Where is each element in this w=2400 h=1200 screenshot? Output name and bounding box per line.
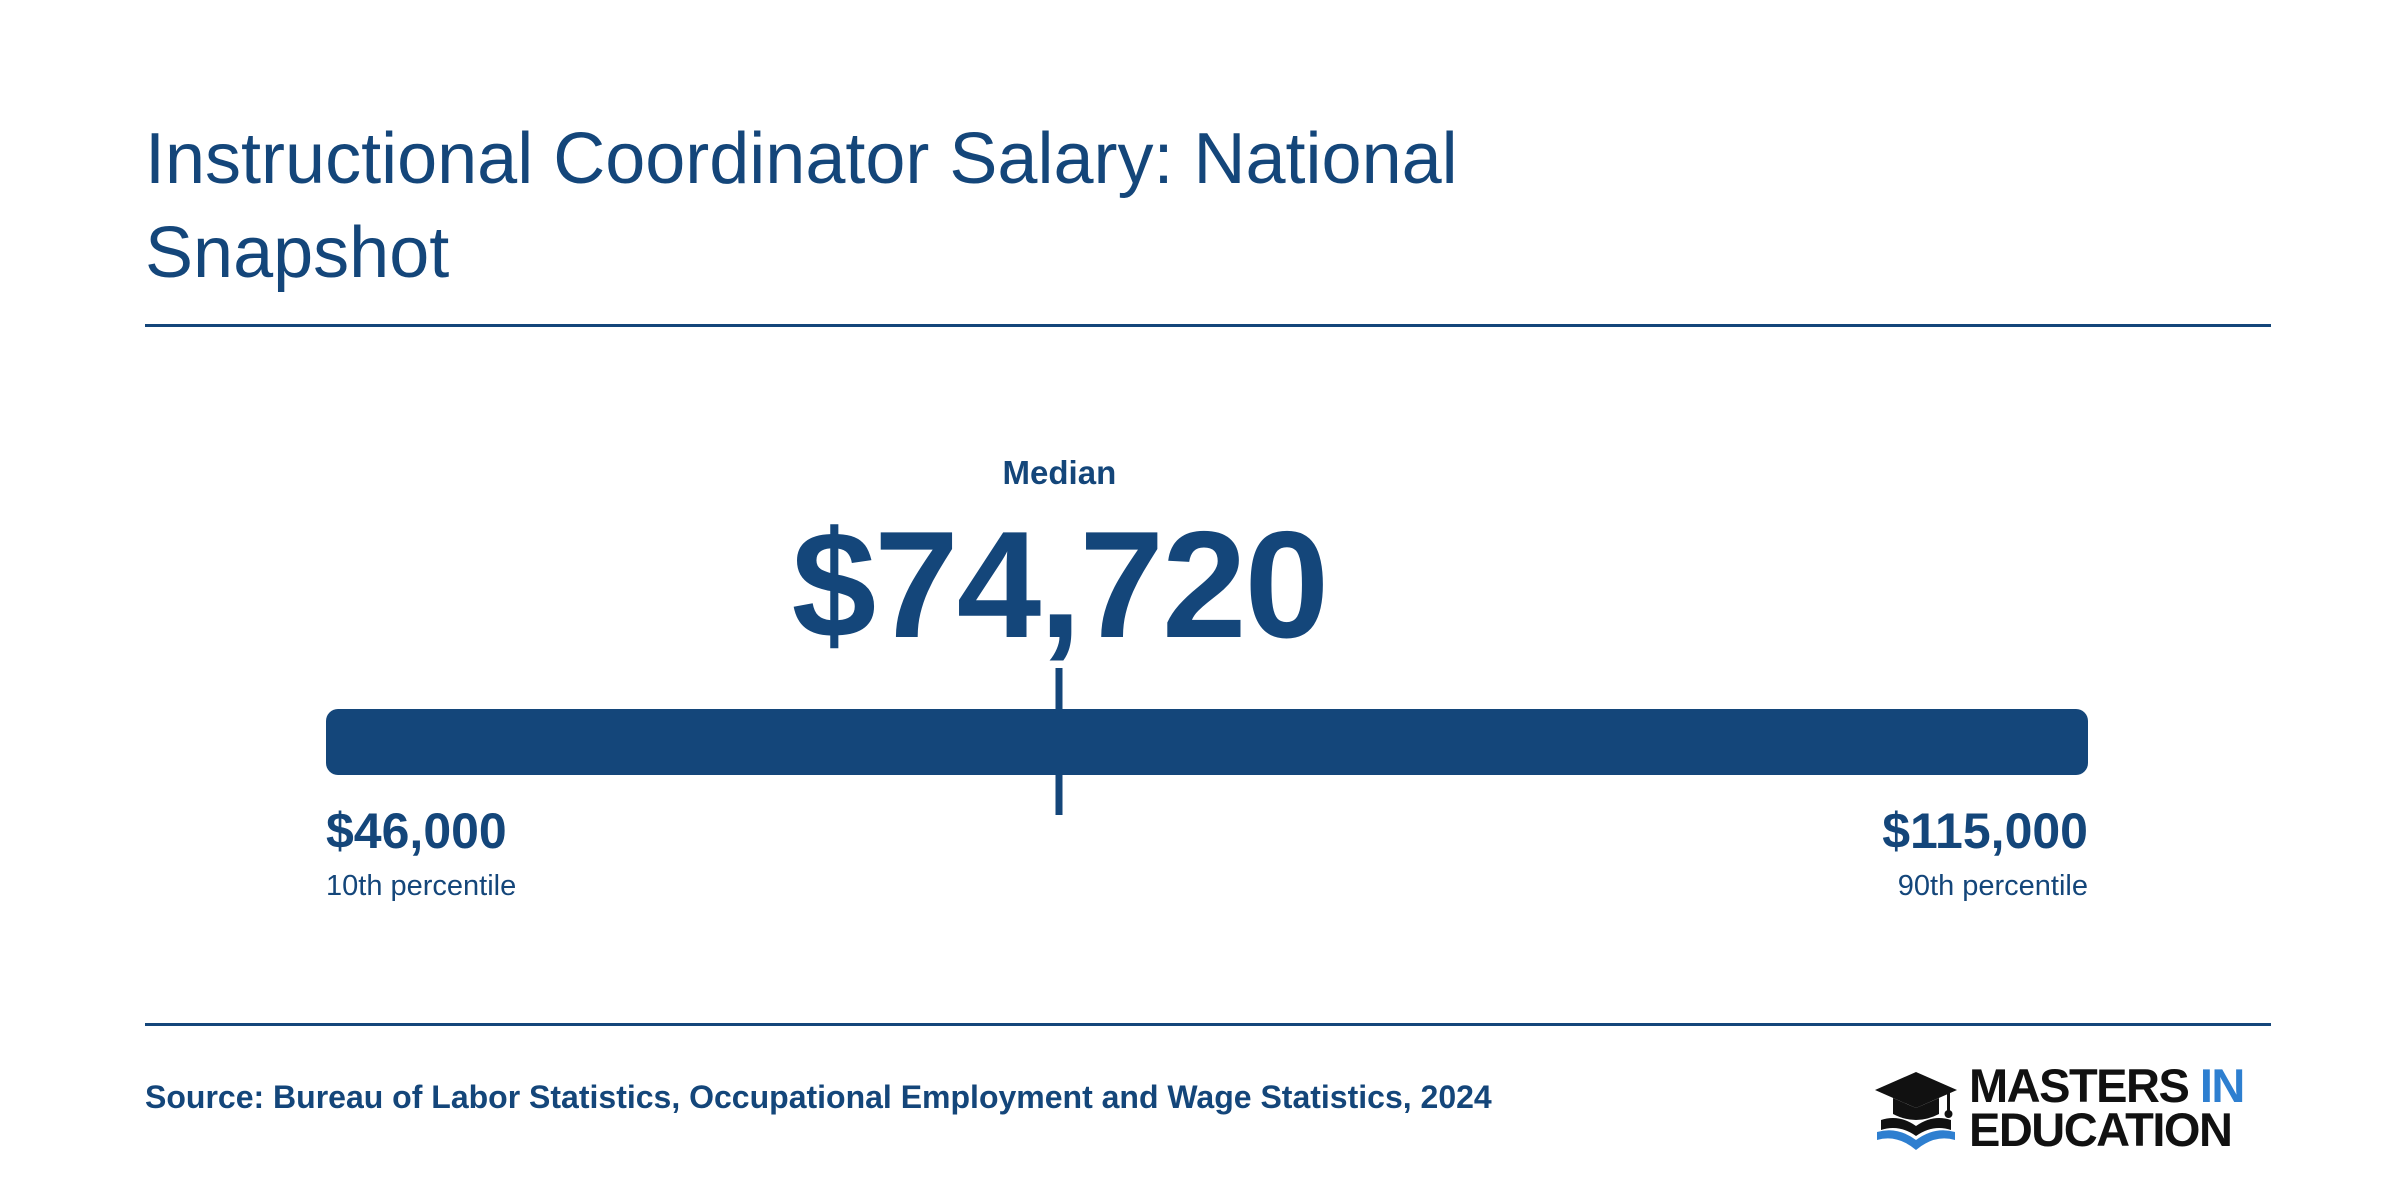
title-divider (145, 324, 2271, 327)
chart-title: Instructional Coordinator Salary: Nation… (145, 119, 1458, 293)
median-label: Median (1002, 454, 1117, 491)
median-marker (1055, 668, 1063, 815)
high-percentile-label: 90th percentile (1897, 870, 2088, 902)
low-percentile-label: 10th percentile (326, 870, 517, 902)
logo-word-in: IN (2199, 1059, 2246, 1112)
footer-divider (145, 1023, 2271, 1026)
salary-range-bar (326, 709, 2088, 775)
logo-word-education: EDUCATION (1969, 1103, 2233, 1156)
logo-wordmark: MASTERS IN EDUCATION (1969, 1062, 2245, 1156)
logo-word-masters: MASTERS (1969, 1059, 2190, 1112)
median-value: $74,720 (791, 500, 1329, 670)
low-percentile-value: $46,000 (326, 803, 507, 859)
masters-in-education-logo: MASTERS IN EDUCATION (1873, 1062, 2273, 1156)
source-note: Source: Bureau of Labor Statistics, Occu… (145, 1079, 1492, 1115)
graduation-cap-book-icon (1875, 1072, 1957, 1150)
high-percentile-value: $115,000 (1882, 803, 2088, 859)
